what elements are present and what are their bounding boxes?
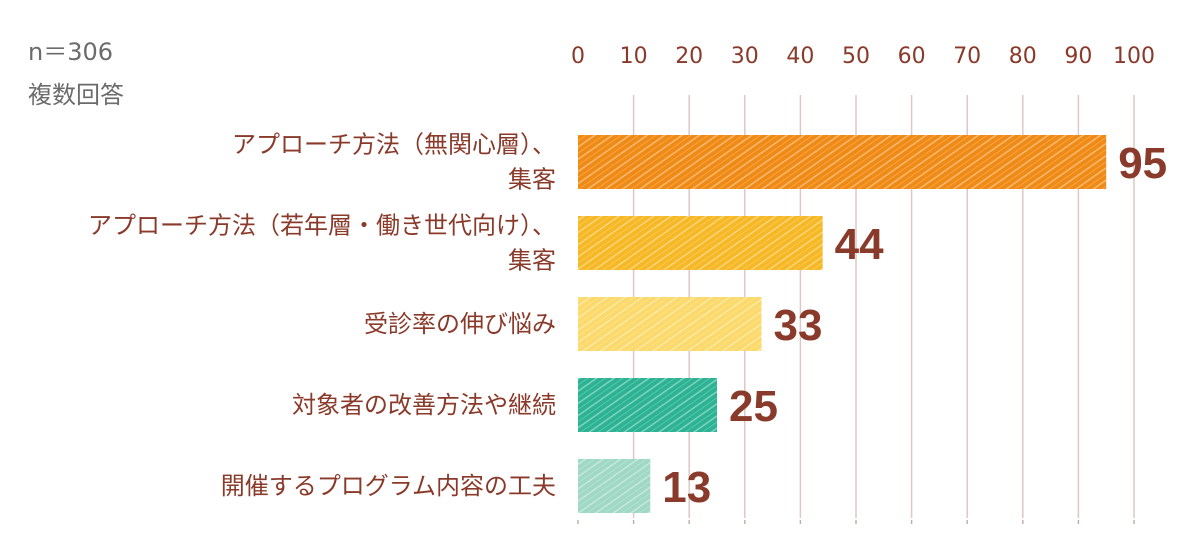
bar <box>578 297 762 351</box>
x-tick-label: 90 <box>1064 44 1092 69</box>
bar-hatch <box>578 378 717 432</box>
category-label: アプローチ方法（若年層・働き世代向け）、 <box>88 212 556 240</box>
value-label: 33 <box>773 301 822 350</box>
x-tick-label: 80 <box>1009 44 1037 69</box>
x-tick-label: 100 <box>1113 44 1155 69</box>
bar-hatch <box>578 297 762 351</box>
x-tick-label: 20 <box>675 44 703 69</box>
sample-size-note: n＝306 <box>28 38 113 66</box>
x-tick-label: 60 <box>898 44 926 69</box>
category-labels: アプローチ方法（無関心層）、集客アプローチ方法（若年層・働き世代向け）、集客受診… <box>88 131 556 501</box>
bar-hatch <box>578 459 651 513</box>
bar <box>578 216 823 270</box>
category-label: 開催するプログラム内容の工夫 <box>221 472 556 500</box>
value-label: 95 <box>1118 139 1167 188</box>
x-tick-label: 10 <box>620 44 648 69</box>
x-tick-label: 70 <box>953 44 981 69</box>
bar <box>578 378 717 432</box>
bar-hatch <box>578 216 823 270</box>
x-tick-label: 40 <box>786 44 814 69</box>
bar <box>578 135 1107 189</box>
category-label: アプローチ方法（無関心層）、 <box>232 131 556 159</box>
x-tick-label: 50 <box>842 44 870 69</box>
bar-hatch <box>578 135 1107 189</box>
category-label: 対象者の改善方法や継続 <box>292 391 556 419</box>
x-axis-ticks: 0 10 20 30 40 50 60 70 80 90 100 <box>571 44 1155 69</box>
x-tick-label: 0 <box>571 44 585 69</box>
value-label: 25 <box>729 382 778 431</box>
x-tick-label: 30 <box>731 44 759 69</box>
value-labels: 95 44 33 25 13 <box>662 139 1167 512</box>
category-label: 受診率の伸び悩み <box>364 310 556 338</box>
value-label: 13 <box>662 463 711 512</box>
bars <box>578 135 1107 513</box>
bar <box>578 459 651 513</box>
category-label: 集客 <box>508 247 556 275</box>
value-label: 44 <box>835 220 884 269</box>
category-label: 集客 <box>508 166 556 194</box>
multiple-answer-note: 複数回答 <box>28 81 124 109</box>
